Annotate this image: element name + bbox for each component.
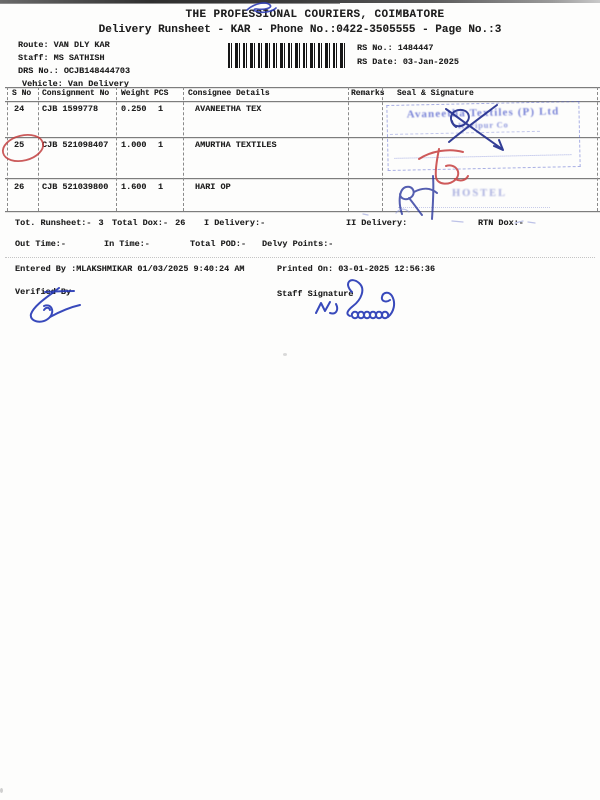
in-time-label: In Time:- [104,239,150,249]
row26-sno: 26 [14,182,25,192]
footer-separator [5,257,595,258]
table-col-line-consignment [116,87,117,211]
hostel-seal-stamp-text: HOSTEL [452,188,508,199]
table-header-rule [5,101,600,102]
col-header-consignment: Consignment No [42,89,110,98]
rtn-dox: RTN Dox:- [478,218,524,228]
ii-delivery-label: II Delivery: [346,218,408,228]
i-delivery: I Delivery:- [204,218,265,228]
in-time: In Time:- [104,239,150,249]
vehicle-value: Van Delivery [67,79,130,89]
delvy-points-label: Delvy Points:- [262,239,334,249]
drs-value: OCJB148444703 [63,66,131,76]
rs-no-line: RS No.: 1484447 [357,43,433,53]
scan-artifact-top-edge-2 [0,3,340,4]
staff-value: MS SATHISH [53,53,105,63]
row24-weight: 0.250 [121,104,147,114]
col-header-consignee: Consignee Details [188,89,270,98]
delvy-points: Delvy Points:- [262,239,333,249]
hostel-seal-stamp-line [398,207,550,208]
drs-line: DRS No.: OCJB148444703 [18,66,130,76]
total-dox: Total Dox:- 26 [112,218,185,228]
printed-on-line: Printed On: 03-01-2025 12:56:36 [277,264,436,274]
scan-artifact-top-edge [0,0,600,3]
route-label: Route: [18,40,49,50]
row25-consignment: CJB 521098407 [42,140,109,150]
table-col-line-left [7,87,8,211]
out-time-label: Out Time:- [15,239,67,249]
company-title: THE PROFESSIONAL COURIERS, COIMBATORE [185,9,445,21]
total-dox-value: 26 [175,218,186,228]
tot-runsheet-label: Tot. Runsheet:- [15,218,92,228]
runsheet-subtitle: Delivery Runsheet - KAR - Phone No.:0422… [98,24,502,36]
avaneetha-seal-stamp: Avaneetha Textiles (P) Ltd Karipur Co [386,100,581,172]
tot-runsheet: Tot. Runsheet:- 3 [15,218,104,228]
col-header-pcs: PCS [154,89,169,98]
row25-sno: 25 [14,140,25,150]
total-pod-label: Total POD:- [190,239,247,249]
rs-no-value: 1484447 [397,43,434,53]
vehicle-line: Vehicle: Van Delivery [22,79,129,89]
table-row-rule-2 [5,178,600,179]
tot-runsheet-value: 3 [98,218,104,228]
out-time: Out Time:- [15,239,66,249]
vehicle-label: Vehicle: [22,79,63,89]
col-header-weight: Weight [121,89,150,98]
col-header-sno: S No [12,89,32,98]
table-row-rule-1 [5,137,600,138]
staff-signature-ink [315,279,396,320]
rs-barcode [228,43,345,68]
table-col-line-remarks [382,87,383,211]
table-border-bottom [5,211,600,212]
total-pod: Total POD:- [190,239,246,249]
row25-weight: 1.000 [121,140,147,150]
row24-sno: 24 [14,104,25,114]
rs-no-label: RS No.: [357,43,393,53]
staff-label: Staff: [18,53,49,63]
rs-date-value: 03-Jan-2025 [402,57,459,67]
row25-consignee: AMURTHA TEXTILES [195,140,277,150]
row24-consignee: AVANEETHA TEX [195,104,262,114]
scan-speck-bottom [0,788,3,793]
staff-signature-label: Staff Signature [277,289,354,299]
row26-pcs: 1 [158,182,164,192]
row25-pcs: 1 [158,140,164,150]
staff-line: Staff: MS SATHISH [18,53,105,63]
i-delivery-label: I Delivery:- [204,218,266,228]
stamp-signature-line [394,154,572,159]
row24-consignment: CJB 1599778 [42,104,99,114]
col-header-seal: Seal & Signature [397,89,474,98]
scan-speck [283,353,287,356]
row26-weight: 1.600 [121,182,147,192]
route-line: Route: VAN DLY KAR [18,40,110,50]
total-dox-label: Total Dox:- [112,218,169,228]
rs-date-line: RS Date: 03-Jan-2025 [357,57,459,67]
verified-by-label: Verified By [15,287,72,297]
row26-consignment: CJB 521039800 [42,182,109,192]
row26-consignee: HARI OP [195,182,231,192]
row24-pcs: 1 [158,104,164,114]
table-col-line-sno [38,87,39,211]
col-header-remarks: Remarks [351,89,385,98]
entered-by-line: Entered By :MLAKSHMIKAR 01/03/2025 9:40:… [15,264,245,274]
table-col-line-weight [183,87,184,211]
route-value: VAN DLY KAR [53,40,110,50]
rtn-dox-label: RTN Dox:- [478,218,524,228]
rs-date-label: RS Date: [357,57,398,67]
ii-delivery: II Delivery: [346,218,407,228]
drs-label: DRS No.: [18,66,59,76]
table-col-line-consignee [348,87,349,211]
table-border-top [5,87,600,88]
table-col-line-right [597,87,598,211]
row26-ink-signature [398,175,438,220]
